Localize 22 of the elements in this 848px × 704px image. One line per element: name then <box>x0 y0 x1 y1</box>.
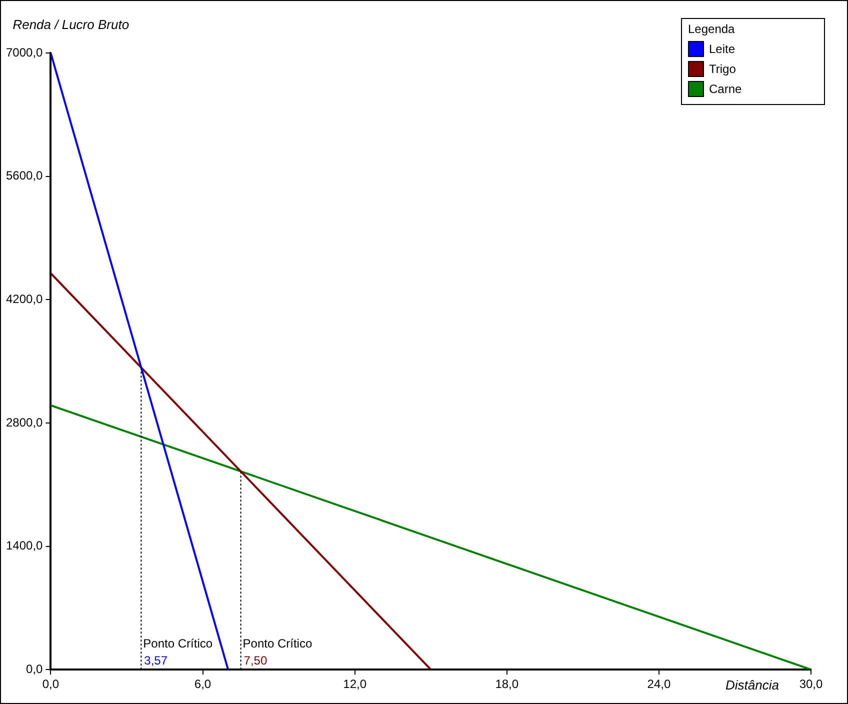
annotation: 3,57 <box>144 654 168 668</box>
y-tick-label: 2800,0 <box>6 415 44 430</box>
y-tick-label: 5600,0 <box>6 168 44 183</box>
legend-label: Leite <box>709 42 736 56</box>
x-tick-label: 0,0 <box>42 677 60 692</box>
legend-title: Legenda <box>688 22 736 36</box>
y-tick-label: 4200,0 <box>6 292 44 306</box>
x-tick-label: 6,0 <box>194 677 212 692</box>
x-tick-label: 18,0 <box>495 677 519 692</box>
x-axis-title: Distância <box>726 678 779 693</box>
legend-label: Trigo <box>709 62 736 76</box>
x-tick-label: 12,0 <box>343 677 367 692</box>
ref-line-label: Ponto Crítico <box>242 636 312 651</box>
x-tick-label: 30,0 <box>799 677 823 692</box>
legend-label: Carne <box>709 82 742 96</box>
ref-line-label: Ponto Crítico <box>143 636 213 651</box>
y-axis-title: Renda / Lucro Bruto <box>12 17 130 32</box>
x-tick-label: 24,0 <box>647 677 671 692</box>
y-tick-label: 7000,0 <box>6 45 44 60</box>
y-tick-label: 1400,0 <box>6 538 44 553</box>
annotation: 7,50 <box>244 654 268 668</box>
y-tick-label: 0,0 <box>26 662 44 676</box>
